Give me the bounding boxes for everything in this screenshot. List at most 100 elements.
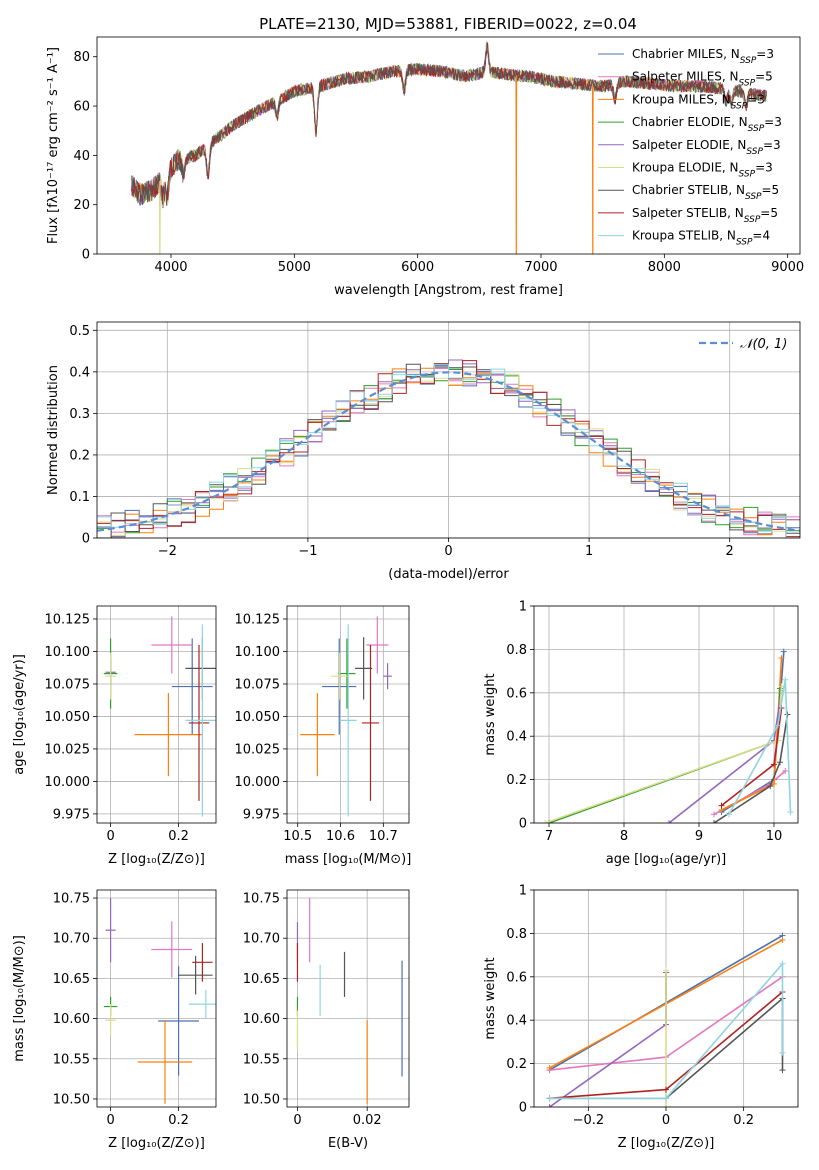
data-point-marker (771, 780, 777, 787)
data-point-marker (767, 783, 774, 790)
y-tick-label: 0.4 (506, 1014, 527, 1029)
y-axis-label: age [log₁₀(age/yr)] (12, 654, 27, 775)
x-tick-label: 10.5 (283, 829, 312, 844)
y-axis-label: mass weight (483, 957, 498, 1039)
axes-frame (96, 321, 801, 539)
y-tick-label: 0 (82, 532, 90, 547)
y-tick-label: 10.50 (243, 1092, 280, 1107)
errorbar-point (361, 644, 380, 801)
axes-frame (533, 889, 799, 1108)
panel-mass-vs-Z: 0 0.2 10.50 10.55 10.60 10.65 10.70 10.75 Z [log… (12, 889, 217, 1151)
y-tick-label: 10.60 (243, 1012, 280, 1027)
y-tick-label: 0.2 (506, 773, 527, 788)
data-point-marker (779, 936, 786, 943)
figure-title: PLATE=2130, MJD=53881, FIBERID=0022, z=0… (259, 15, 637, 33)
errorbar-point (134, 693, 203, 777)
y-tick-label: 10.075 (45, 677, 91, 692)
series-line-chabrier-stelib (713, 714, 789, 823)
y-tick-label: 10.70 (53, 932, 90, 947)
normal-curve (97, 371, 800, 532)
y-tick-label: 0 (519, 1101, 527, 1116)
axes-frame (533, 605, 799, 824)
data-point-marker (771, 761, 777, 768)
x-tick-label: 10.6 (326, 829, 355, 844)
errorbar-point (383, 663, 392, 690)
errorbar-point (188, 989, 216, 1019)
data-point-marker (779, 1049, 786, 1056)
y-tick-label: 0.5 (69, 324, 90, 339)
x-tick-label: 0.2 (733, 1113, 754, 1128)
data-point-marker (779, 1067, 786, 1074)
y-tick-label: 0.8 (506, 927, 527, 942)
errorbar-point (355, 637, 373, 700)
x-axis-label: Z [log₁₀(Z/Z⊙)] (618, 1136, 715, 1151)
errorbar-point (338, 638, 356, 709)
y-axis-label: Flux [fλ10⁻¹⁷ erg cm⁻² s⁻¹ A⁻¹] (46, 47, 61, 244)
y-tick-label: 9.975 (53, 807, 90, 822)
legend-label: 𝒩(0, 1) (740, 337, 787, 352)
y-axis-label: Normed distribution (46, 365, 61, 495)
y-tick-label: 0 (519, 817, 527, 832)
axes-frame (286, 605, 410, 824)
data-point-marker (778, 655, 785, 662)
y-tick-label: 0.3 (69, 407, 90, 422)
y-tick-label: 10.70 (243, 932, 280, 947)
y-tick-label: 10.000 (45, 775, 91, 790)
y-tick-label: 1 (519, 884, 527, 899)
data-point-marker (542, 820, 549, 823)
data-point-marker (774, 722, 781, 729)
data-point-marker (779, 960, 786, 967)
data-point-marker (718, 802, 725, 809)
x-tick-label: 7 (545, 829, 553, 844)
data-point-marker (663, 1104, 669, 1107)
data-point-marker (546, 1104, 553, 1107)
x-tick-label: 0 (662, 1113, 670, 1128)
axes-frame (96, 36, 801, 255)
plot-area-age-vs-mass (300, 616, 392, 817)
axes-frame (96, 889, 217, 1108)
y-tick-label: 10.75 (243, 892, 280, 907)
x-tick-label: 4000 (154, 260, 187, 275)
panel-age-vs-mass: 10.5 10.6 10.7 9.975 10.000 10.025 10.050 10.07… (235, 605, 411, 867)
series-line-kroupa-stelib (549, 961, 784, 1100)
plot-area-mass-vs-EBV (296, 898, 403, 1104)
y-tick-label: 0.8 (506, 643, 527, 658)
y-tick-label: 10.50 (53, 1092, 90, 1107)
y-tick-label: 10.55 (53, 1052, 90, 1067)
x-axis-label: (data-model)/error (388, 567, 509, 582)
y-axis-label: mass [log₁₀(M/M⊙)] (12, 935, 27, 1062)
data-point-marker (666, 820, 672, 823)
panel-residuals: −2 −1 0 1 2 0 0.1 0.2 0.3 0.4 0.5 (data-model)/erro… (46, 321, 801, 582)
histogram-salpeter-elodie (97, 359, 800, 538)
x-tick-label: −0.2 (573, 1113, 605, 1128)
plot-area-residuals (97, 359, 800, 538)
y-tick-label: 0.4 (506, 730, 527, 745)
x-tick-label: 2 (726, 544, 734, 559)
data-point-marker (780, 648, 787, 655)
data-point-marker (787, 809, 794, 816)
plot-area-spectrum (131, 40, 767, 254)
panel-age-vs-Z: 0 0.2 9.975 10.000 10.025 10.050 10.075 10.100 1… (12, 605, 217, 867)
errorbar-point (105, 898, 116, 963)
errorbar-point (185, 624, 216, 817)
y-tick-label: 10.125 (45, 612, 91, 627)
y-axis-label: mass weight (483, 673, 498, 755)
errorbar-point (192, 943, 213, 982)
errorbar-point (188, 644, 210, 801)
errorbar-point (151, 921, 193, 978)
x-tick-label: 8000 (648, 260, 681, 275)
x-tick-label: 0 (106, 829, 114, 844)
y-tick-label: 0.1 (69, 490, 90, 505)
x-tick-label: 5000 (278, 260, 311, 275)
data-point-marker (782, 676, 789, 683)
x-axis-label: Z [log₁₀(Z/Z⊙)] (108, 852, 205, 867)
x-tick-label: 10 (766, 829, 783, 844)
x-tick-label: 6000 (401, 260, 434, 275)
panels: 4000 5000 6000 7000 8000 9000020406080wavelen… (12, 36, 804, 1151)
x-tick-label: 9000 (771, 260, 804, 275)
x-tick-label: 1 (585, 544, 593, 559)
x-tick-label: 0 (293, 1113, 301, 1128)
y-tick-label: 40 (73, 149, 90, 164)
x-tick-label: 0.2 (168, 1113, 189, 1128)
data-point-marker (711, 811, 717, 818)
